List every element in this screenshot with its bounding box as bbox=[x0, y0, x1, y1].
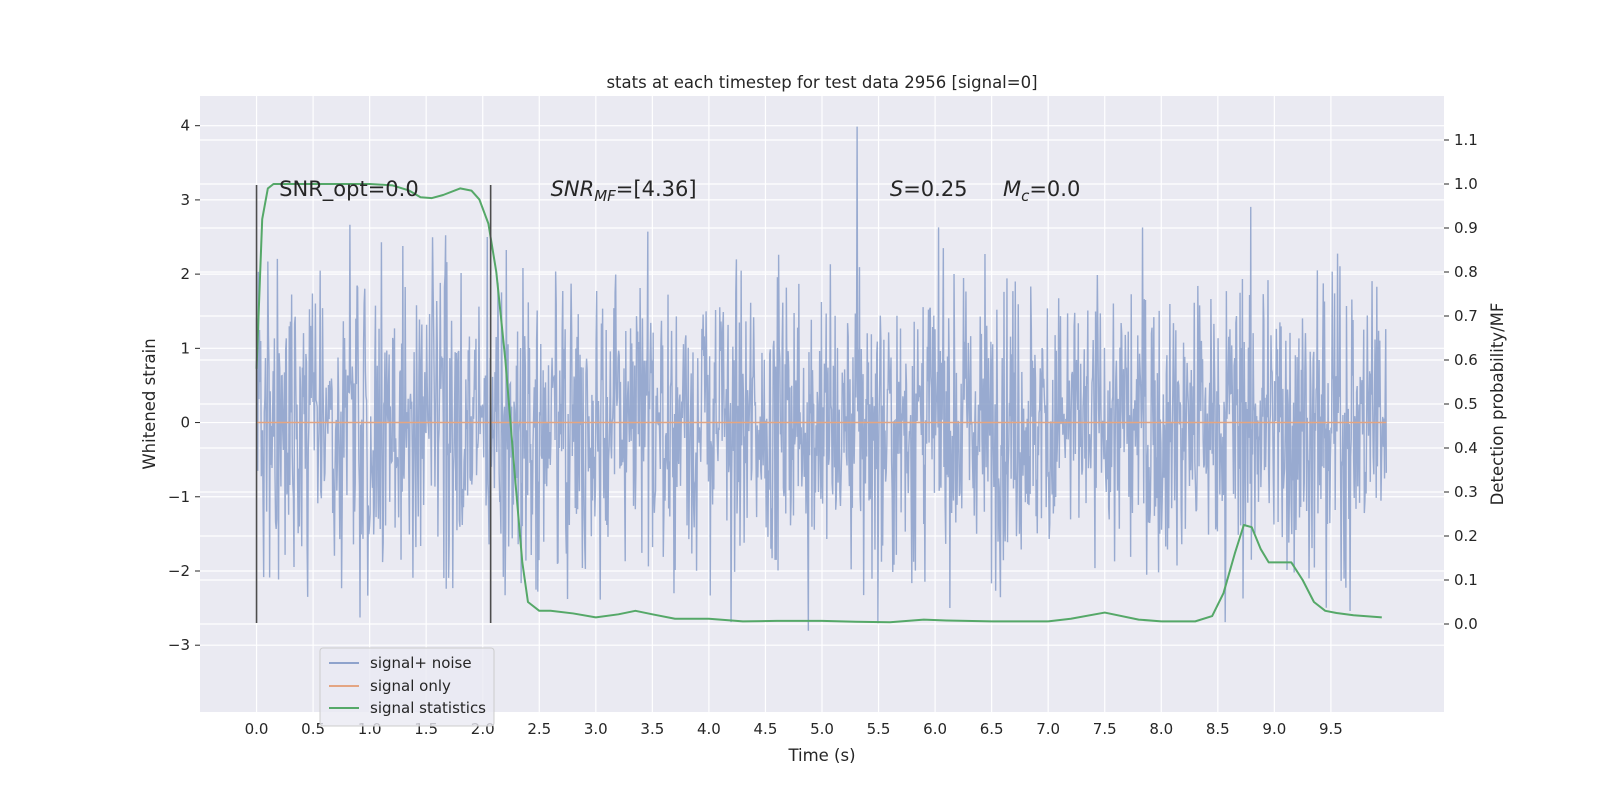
x-tick-label: 3.5 bbox=[640, 720, 664, 738]
y-right-tick-label: 0.7 bbox=[1454, 307, 1478, 325]
y-tick-label: 3 bbox=[180, 191, 190, 209]
x-tick-label: 0.5 bbox=[301, 720, 325, 738]
x-tick-label: 9.0 bbox=[1262, 720, 1286, 738]
legend: signal+ noise signal only signal statist… bbox=[319, 647, 495, 727]
y-right-tick-label: 0.4 bbox=[1454, 439, 1478, 457]
x-tick-label: 5.0 bbox=[810, 720, 834, 738]
y-right-tick-label: 1.0 bbox=[1454, 175, 1478, 193]
x-tick-label: 4.0 bbox=[697, 720, 721, 738]
y-tick-label: −3 bbox=[168, 636, 190, 654]
y-axis-right-title: Detection probability/MF bbox=[1488, 303, 1507, 506]
y-axis-title: Whitened strain bbox=[140, 338, 159, 469]
x-tick-label: 0.0 bbox=[245, 720, 269, 738]
signal-noise-line bbox=[255, 126, 1388, 631]
x-tick-label: 3.0 bbox=[584, 720, 608, 738]
annotation-s-value: S=0.25 bbox=[890, 177, 968, 201]
y-tick-label: −1 bbox=[168, 488, 190, 506]
x-axis-title: Time (s) bbox=[787, 746, 855, 765]
y-tick-label: 1 bbox=[180, 339, 190, 357]
legend-label-signal-statistics: signal statistics bbox=[370, 699, 486, 717]
y-right-tick-label: 0.5 bbox=[1454, 395, 1478, 413]
chart-title: stats at each timestep for test data 295… bbox=[606, 73, 1037, 92]
annotation-snr-opt: SNR_opt=0.0 bbox=[279, 177, 419, 202]
x-tick-label: 2.5 bbox=[527, 720, 551, 738]
y-right-tick-label: 0.3 bbox=[1454, 483, 1478, 501]
y-right-tick-label: 0.0 bbox=[1454, 615, 1478, 633]
axis-ticks: 0.0 0.5 1.0 1.5 2.0 2.5 3.0 3.5 4.0 4.5 5.0 5.5 6.0 6… bbox=[168, 117, 1478, 738]
annotations: SNR_opt=0.0 SNRMF=[4.36] S=0.25 Mc=0.0 bbox=[279, 177, 1080, 205]
legend-frame bbox=[319, 647, 495, 727]
x-tick-label: 6.5 bbox=[980, 720, 1004, 738]
x-tick-label: 9.5 bbox=[1319, 720, 1343, 738]
annotation-mc-value: Mc=0.0 bbox=[1003, 177, 1080, 205]
x-tick-label: 8.0 bbox=[1149, 720, 1173, 738]
y-right-tick-label: 1.1 bbox=[1454, 131, 1478, 149]
x-tick-label: 8.5 bbox=[1206, 720, 1230, 738]
x-tick-label: 6.0 bbox=[923, 720, 947, 738]
y-tick-label: −2 bbox=[168, 562, 190, 580]
y-right-tick-label: 0.9 bbox=[1454, 219, 1478, 237]
y-right-tick-label: 0.6 bbox=[1454, 351, 1478, 369]
y-right-tick-label: 0.1 bbox=[1454, 571, 1478, 589]
x-tick-label: 7.0 bbox=[1036, 720, 1060, 738]
x-tick-label: 4.5 bbox=[754, 720, 778, 738]
legend-label-signal-noise: signal+ noise bbox=[370, 654, 472, 672]
y-right-tick-label: 0.8 bbox=[1454, 263, 1478, 281]
series-signal-noise bbox=[255, 126, 1388, 631]
y-right-tick-label: 0.2 bbox=[1454, 527, 1478, 545]
y-tick-label: 2 bbox=[180, 265, 190, 283]
legend-label-signal-only: signal only bbox=[370, 677, 451, 695]
vertical-markers bbox=[255, 185, 492, 623]
y-tick-label: 0 bbox=[180, 414, 190, 432]
signal-statistics-line bbox=[255, 183, 1382, 624]
annotation-snr-mf: SNRMF=[4.36] bbox=[551, 177, 697, 205]
series-signal-statistics bbox=[255, 183, 1382, 624]
x-tick-label: 5.5 bbox=[867, 720, 891, 738]
x-tick-label: 7.5 bbox=[1093, 720, 1117, 738]
y-tick-label: 4 bbox=[180, 117, 190, 135]
